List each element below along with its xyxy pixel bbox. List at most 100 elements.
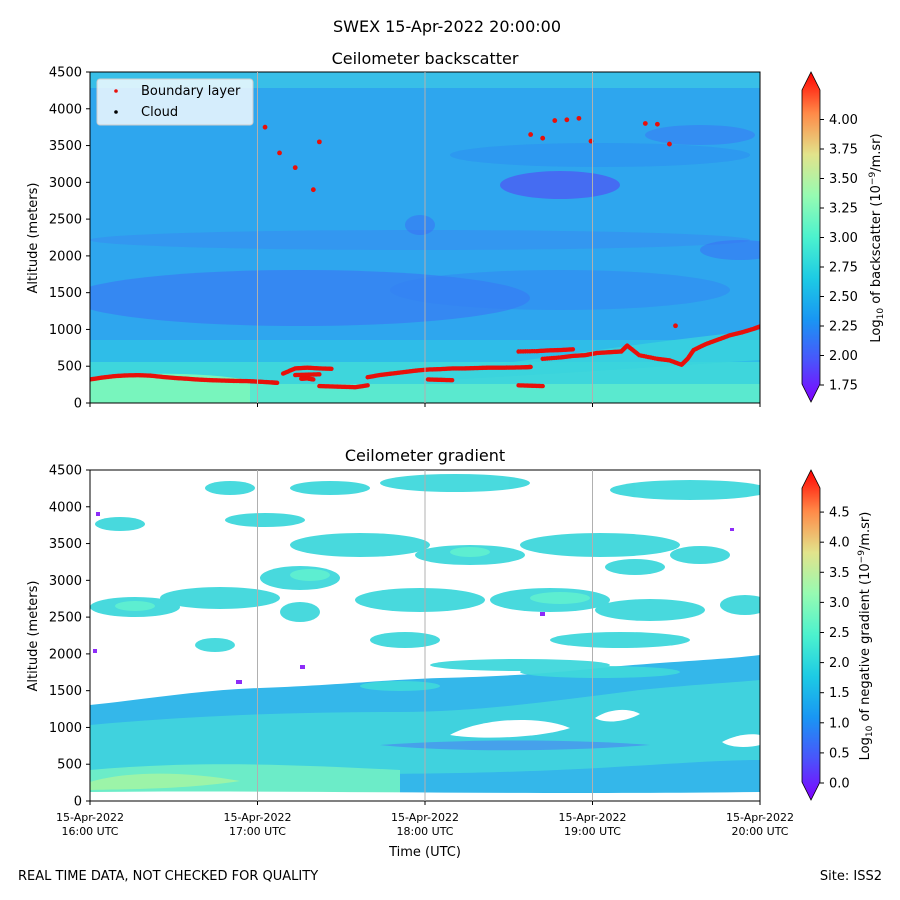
colorbar-tick-label: 3.50 [829,172,858,187]
y-tick-label: 2000 [49,249,82,264]
y-tick-label: 1000 [49,721,82,736]
colorbar-tick-label: 2.5 [829,626,850,641]
cb1-suffix: /m.sr) [869,133,884,171]
x-tick-time: 16:00 UTC [61,825,118,838]
boundary-layer-point [365,383,370,388]
legend-cloud-label: Cloud [141,105,178,120]
boundary-layer-point [292,165,298,171]
gradient-y-axis: 0 500 1000 1500 2000 2500 3000 3500 4000 4500 [49,464,90,810]
colorbar-tick-label: 0.5 [829,746,850,761]
x-tick-date: 15-Apr-2022 [558,811,626,824]
y-tick-label: 3500 [49,537,82,552]
gradient-heatmap [90,470,760,801]
cb1-mid: of backscatter (10 [869,185,884,308]
boundary-layer-point [311,377,316,382]
backscatter-panel: Ceilometer backscatter 0 500 1000 1500 2000 2… [26,49,886,412]
backscatter-colorbar-ticks: 1.75 2.00 2.25 2.50 2.75 3.00 3.25 3.50 3.75 4.00 [820,113,858,394]
y-tick-label: 500 [57,360,82,375]
cb1-sup: −9 [868,172,878,186]
y-tick-label: 2500 [49,611,82,626]
colorbar-tick-label: 2.00 [829,349,858,364]
cb1-sub: 10 [876,308,886,320]
y-tick-label: 3500 [49,139,82,154]
boundary-layer-point [316,139,322,145]
colorbar-tick-label: 1.75 [829,379,858,394]
colorbar-tick-label: 2.25 [829,320,858,335]
cb2-sub: 10 [865,725,875,737]
colorbar-tick-label: 2.0 [829,656,850,671]
colorbar-tick-label: 3.0 [829,596,850,611]
boundary-layer-point [449,377,455,383]
colorbar-tick-label: 4.0 [829,536,850,551]
boundary-layer-point [576,115,582,121]
colorbar-tick-label: 3.75 [829,143,858,158]
colorbar-tick-label: 1.0 [829,716,850,731]
colorbar-tick-label: 3.5 [829,566,850,581]
boundary-layer-point [528,364,533,370]
backscatter-grid [257,72,593,403]
backscatter-colorbar: 1.75 2.00 2.25 2.50 2.75 3.00 3.25 3.50 3.75 4.00… [801,71,886,403]
x-tick-time: 18:00 UTC [396,825,453,838]
y-tick-label: 4000 [49,500,82,515]
y-tick-label: 0 [74,795,82,810]
boundary-layer-point [667,141,672,147]
boundary-layer-point [540,135,546,141]
backscatter-colorbar-label: Log10 of backscatter (10−9/m.sr) [868,133,886,342]
colorbar-tick-label: 2.50 [829,290,858,305]
boundary-layer-point [528,132,534,137]
boundary-layer-point [642,121,648,126]
boundary-layer-point [317,372,322,377]
colorbar-tick-label: 0.0 [829,777,850,792]
x-tick-date: 15-Apr-2022 [223,811,291,824]
y-tick-label: 3000 [49,574,82,589]
y-tick-label: 0 [74,397,82,412]
colorbar-tick-label: 3.00 [829,231,858,246]
boundary-layer-points [90,115,760,390]
gradient-title: Ceilometer gradient [345,446,505,465]
x-tick-time: 19:00 UTC [564,825,621,838]
colorbar-tick-label: 4.5 [829,506,850,521]
boundary-layer-point [654,121,660,127]
gradient-ylabel: Altitude (meters) [26,581,41,692]
colorbar-tick-label: 2.75 [829,261,858,276]
cb2-mid: of negative gradient (10 [858,563,873,725]
legend-boundary-layer-marker [114,89,118,93]
gradient-purple-specks [93,512,734,684]
y-tick-label: 4000 [49,102,82,117]
legend-cloud-marker [114,110,118,114]
y-tick-label: 2500 [49,213,82,228]
x-tick-time: 20:00 UTC [731,825,788,838]
y-tick-label: 4500 [49,66,82,81]
gradient-panel: Ceilometer gradient [26,446,875,860]
backscatter-title: Ceilometer backscatter [332,49,519,68]
y-tick-label: 4500 [49,464,82,479]
cb2-log: Log [858,737,873,760]
y-tick-label: 2000 [49,647,82,662]
gradient-xlabel: Time (UTC) [388,845,461,860]
legend: Boundary layer Cloud [96,78,254,126]
x-tick-date: 15-Apr-2022 [56,811,124,824]
boundary-layer-point [564,117,570,123]
cb2-suffix: /m.sr) [858,512,873,550]
boundary-layer-point [262,124,268,130]
cb2-sup: −9 [857,550,867,564]
boundary-layer-point [329,366,334,371]
boundary-layer-point [552,118,558,123]
quality-notice: REAL TIME DATA, NOT CHECKED FOR QUALITY [18,869,319,884]
boundary-layer-point [757,324,760,329]
y-tick-label: 1000 [49,323,82,338]
backscatter-x-ticks [89,403,761,407]
boundary-layer-point [570,347,576,352]
backscatter-colorbar-bar [801,71,821,403]
legend-box [96,78,254,126]
boundary-layer-point [310,187,316,193]
legend-boundary-layer-label: Boundary layer [141,84,241,99]
backscatter-y-axis: 0 500 1000 1500 2000 2500 3000 3500 4000 4500 [49,66,90,412]
boundary-layer-point [277,150,282,156]
boundary-layer-point [540,383,545,389]
site-label: Site: ISS2 [819,869,882,884]
boundary-layer-point [673,323,678,329]
x-tick-date: 15-Apr-2022 [391,811,459,824]
